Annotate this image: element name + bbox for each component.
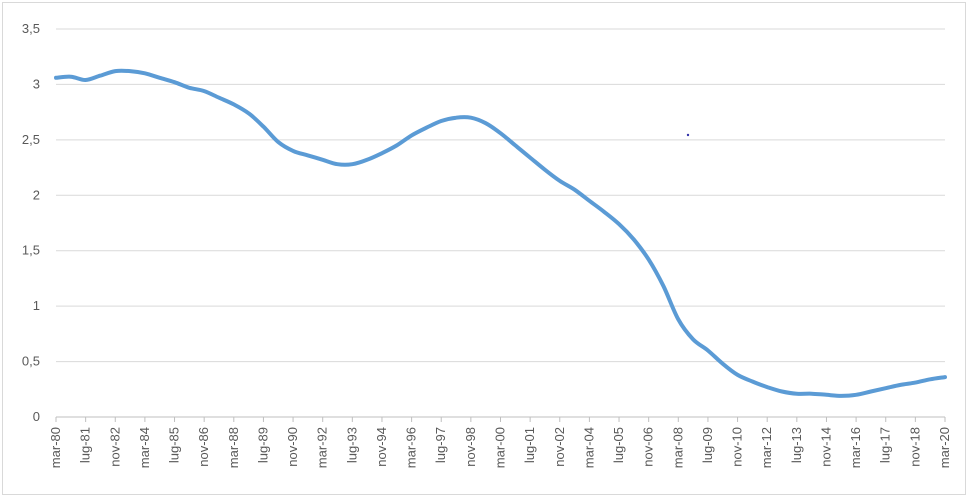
x-tick-label: mar-00 [493, 427, 508, 468]
x-tick-label: nov-02 [552, 427, 567, 467]
x-tick-label: nov-14 [818, 427, 833, 467]
y-tick-label: 3,5 [22, 21, 40, 36]
series [54, 68, 947, 398]
x-tick-label: mar-08 [670, 427, 685, 468]
x-tick-label: mar-16 [848, 427, 863, 468]
x-tick-label: lug-81 [78, 427, 93, 463]
y-tick-label: 1,5 [22, 243, 40, 258]
gridlines [56, 28, 945, 363]
stray-dot [686, 133, 690, 137]
x-tick-label: mar-04 [581, 427, 596, 468]
x-tick-label: nov-06 [641, 427, 656, 467]
y-tick-label: 1 [33, 298, 40, 313]
series-line-0 [54, 68, 947, 398]
x-tick-label: lug-05 [611, 427, 626, 463]
y-tick-label: 3 [33, 76, 40, 91]
x-tick-label: nov-98 [463, 427, 478, 467]
x-tick-label: lug-89 [255, 427, 270, 463]
x-tick-label: lug-17 [878, 427, 893, 463]
x-tick-label: nov-82 [107, 427, 122, 467]
y-tick-label: 0,5 [22, 354, 40, 369]
y-tick-label: 2,5 [22, 132, 40, 147]
x-tick-label: lug-85 [167, 427, 182, 463]
y-tick-label: 2 [33, 187, 40, 202]
x-tick-label: mar-80 [48, 427, 63, 468]
x-tick-label: nov-10 [730, 427, 745, 467]
x-tick-label: nov-94 [374, 427, 389, 467]
x-tick-label: lug-97 [433, 427, 448, 463]
x-tick-label: mar-92 [315, 427, 330, 468]
x-tick-label: nov-86 [196, 427, 211, 467]
x-tick-label: mar-96 [404, 427, 419, 468]
x-tick-label: nov-18 [907, 427, 922, 467]
x-tick-label: lug-93 [344, 427, 359, 463]
x-tick-label: mar-12 [759, 427, 774, 468]
x-tick-label: mar-84 [137, 427, 152, 468]
x-tick-label: mar-88 [226, 427, 241, 468]
x-tick-label: lug-01 [522, 427, 537, 463]
x-tick-label: lug-09 [700, 427, 715, 463]
x-tick-label: mar-20 [937, 427, 952, 468]
y-tick-label: 0 [33, 409, 40, 424]
y-axis: 0 0,5 1 1,5 2 2,5 3 3,5 [22, 21, 40, 424]
x-axis: mar-80 lug-81 nov-82 mar-84 lug-85 nov-86 mar-… [48, 416, 952, 468]
x-tick-label: nov-90 [285, 427, 300, 467]
x-tick-label: lug-13 [789, 427, 804, 463]
